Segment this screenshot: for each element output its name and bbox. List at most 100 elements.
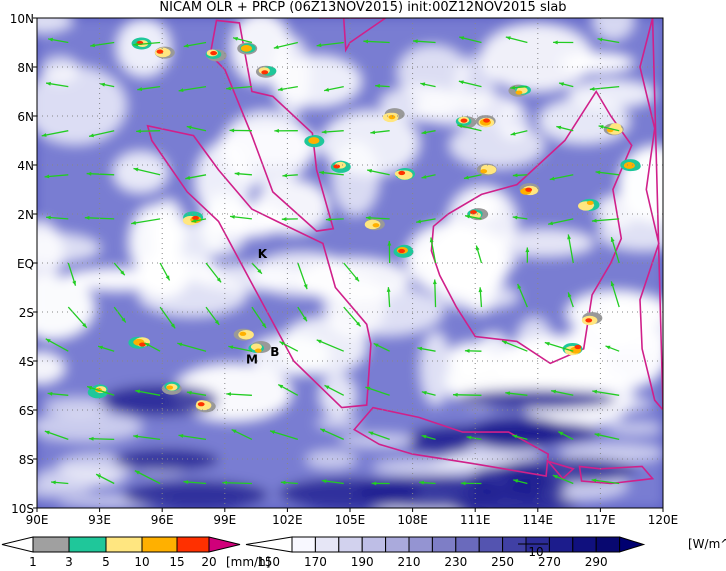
arrow-head [90, 43, 96, 48]
arrow-head [324, 385, 330, 390]
rain-cell [515, 90, 523, 95]
arrow-head [553, 40, 558, 45]
arrow-head [165, 275, 170, 281]
cloud [44, 397, 113, 417]
arrow-head [373, 343, 379, 348]
colorbar-arrow [245, 536, 293, 553]
arrow-head [48, 37, 54, 42]
cloud [559, 442, 663, 464]
arrow-head [137, 87, 143, 92]
arrow-head [316, 43, 322, 48]
arrow-head [84, 215, 90, 220]
lat-label: 2N [17, 208, 34, 222]
precip-label: 20 [201, 555, 216, 569]
arrow-head [320, 428, 326, 433]
lon-label: 120E [648, 513, 679, 527]
precip-label: 1 [29, 555, 37, 569]
rain-cell [625, 162, 633, 167]
arrow-head [133, 42, 138, 47]
cloud [37, 351, 66, 385]
wind-arrow [131, 218, 161, 225]
deep-cloud [356, 475, 503, 508]
lon-label: 90E [26, 513, 49, 527]
ref-label: 10 [528, 545, 543, 559]
rain-cell [586, 200, 594, 205]
olr-label: 270 [538, 555, 561, 569]
arrow-head [96, 474, 102, 479]
colorbar-box [105, 536, 143, 553]
arrow-head [421, 174, 427, 179]
colorbar-arrow [1, 536, 34, 553]
arrow-head [87, 386, 93, 390]
arrow-head [45, 338, 51, 343]
map-area [37, 18, 663, 508]
arrow-head [552, 475, 558, 479]
cloud [434, 283, 519, 310]
rain-cell [398, 170, 406, 176]
lat-label: 4N [17, 159, 34, 173]
rain-cell [483, 118, 490, 123]
arrow-head [465, 214, 470, 219]
arrow-head [512, 173, 518, 178]
arrow-head [86, 171, 92, 176]
arrow-head [592, 389, 598, 394]
colorbar-box [408, 536, 433, 553]
arrow-head [89, 133, 94, 138]
arrow-head [548, 221, 554, 226]
arrow-head [98, 345, 104, 350]
arrow-head [303, 284, 308, 290]
lat-label: 10N [10, 12, 34, 26]
arrow-head [416, 219, 422, 224]
cloud [338, 433, 418, 448]
lat-label: 10S [11, 502, 34, 516]
arrow-head [234, 171, 240, 176]
arrow-head [233, 36, 238, 41]
lat-label: 6S [19, 404, 34, 418]
lon-label: 96E [151, 513, 174, 527]
cloud [271, 55, 362, 107]
wind-arrow [222, 481, 252, 485]
arrow-head [551, 389, 557, 394]
arrow-head [559, 82, 564, 87]
rain-cell [261, 70, 269, 75]
arrow-head [549, 176, 555, 181]
colorbar-box [572, 536, 597, 553]
lon-label: 105E [335, 513, 366, 527]
arrow-head [281, 217, 287, 222]
arrow-head [183, 480, 189, 484]
arrow-head [280, 480, 286, 485]
arrow-head [460, 481, 466, 486]
arrow-head [319, 170, 325, 175]
arrow-head [133, 167, 139, 172]
arrow-head [170, 323, 176, 329]
arrow-head [367, 169, 373, 173]
coastline [545, 459, 575, 480]
arrow-head [421, 130, 427, 135]
arrow-head [525, 247, 530, 253]
arrow-head [47, 391, 53, 396]
arrow-head [257, 269, 262, 274]
arrow-head [135, 389, 141, 394]
rain-cell [254, 348, 262, 353]
lat-label: 8S [19, 453, 34, 467]
station-label: K [258, 247, 268, 261]
olr-label: 250 [491, 555, 514, 569]
deep-cloud [409, 424, 556, 444]
cloud [315, 416, 361, 430]
arrow-head [231, 429, 237, 434]
colorbar-box [141, 536, 178, 553]
rain-cell [470, 210, 477, 215]
olr-label: 230 [444, 555, 467, 569]
wind-arrow [134, 470, 161, 485]
precip-unit: [mm/h] [226, 555, 270, 569]
arrow-head [229, 128, 235, 133]
rain-cell [398, 248, 406, 254]
olr-unit: [W/m^2] [688, 537, 726, 551]
arrow-head [591, 478, 597, 483]
colorbar-arrow [619, 536, 646, 553]
cloud [607, 422, 663, 435]
arrow-head [598, 125, 604, 129]
cloud [254, 179, 330, 234]
wind-vectors [41, 36, 620, 486]
